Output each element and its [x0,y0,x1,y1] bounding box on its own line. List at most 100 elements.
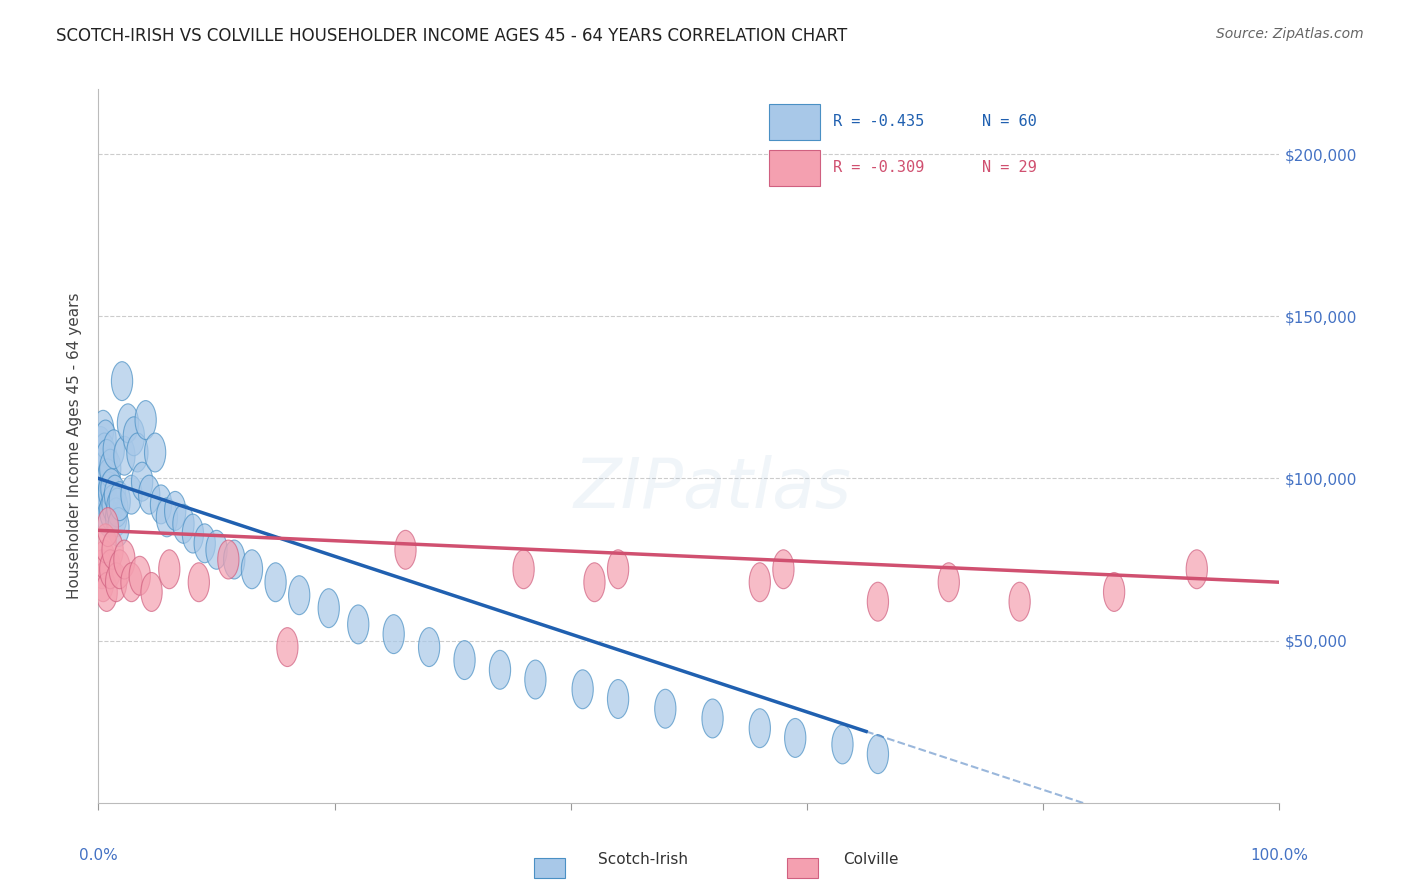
Ellipse shape [101,468,122,508]
Ellipse shape [93,452,114,491]
Ellipse shape [97,508,118,547]
Ellipse shape [100,450,121,488]
Ellipse shape [96,440,117,478]
Ellipse shape [868,582,889,621]
Ellipse shape [264,563,287,602]
Ellipse shape [224,540,245,579]
Ellipse shape [288,575,309,615]
Ellipse shape [114,540,135,579]
Ellipse shape [94,475,115,514]
Ellipse shape [419,628,440,666]
Ellipse shape [105,498,127,537]
Ellipse shape [173,504,194,543]
Ellipse shape [655,690,676,728]
Ellipse shape [165,491,186,531]
Ellipse shape [94,420,117,459]
Ellipse shape [107,488,128,527]
Text: R = -0.309: R = -0.309 [834,160,925,175]
Text: ZIPatlas: ZIPatlas [574,455,852,523]
Ellipse shape [159,549,180,589]
Ellipse shape [607,680,628,718]
Text: R = -0.435: R = -0.435 [834,114,925,128]
Ellipse shape [139,475,160,514]
Text: 100.0%: 100.0% [1250,848,1309,863]
Ellipse shape [91,549,112,589]
Ellipse shape [607,549,628,589]
Ellipse shape [129,557,150,595]
Ellipse shape [702,699,723,738]
Ellipse shape [1187,549,1208,589]
Text: SCOTCH-IRISH VS COLVILLE HOUSEHOLDER INCOME AGES 45 - 64 YEARS CORRELATION CHART: SCOTCH-IRISH VS COLVILLE HOUSEHOLDER INC… [56,27,848,45]
Ellipse shape [135,401,156,440]
Ellipse shape [132,462,153,501]
Ellipse shape [489,650,510,690]
Ellipse shape [156,498,177,537]
Ellipse shape [108,508,129,547]
Y-axis label: Householder Income Ages 45 - 64 years: Householder Income Ages 45 - 64 years [67,293,83,599]
Ellipse shape [93,410,114,450]
Ellipse shape [524,660,546,699]
Ellipse shape [100,549,121,589]
Ellipse shape [103,531,124,569]
FancyBboxPatch shape [769,104,820,140]
Ellipse shape [395,531,416,569]
Ellipse shape [94,462,117,501]
Ellipse shape [96,482,117,521]
Ellipse shape [94,433,115,472]
Ellipse shape [96,573,117,611]
Ellipse shape [100,491,121,531]
Ellipse shape [382,615,405,654]
Ellipse shape [583,563,605,602]
Ellipse shape [97,498,118,537]
Ellipse shape [868,735,889,773]
Ellipse shape [183,514,204,553]
Ellipse shape [572,670,593,709]
Ellipse shape [93,563,114,602]
Ellipse shape [218,540,239,579]
Ellipse shape [90,426,111,466]
Ellipse shape [91,466,112,504]
Text: N = 60: N = 60 [981,114,1036,128]
Ellipse shape [785,718,806,757]
Ellipse shape [127,433,148,472]
Ellipse shape [121,475,142,514]
Ellipse shape [188,563,209,602]
Ellipse shape [513,549,534,589]
Ellipse shape [749,563,770,602]
Ellipse shape [104,475,125,514]
FancyBboxPatch shape [769,150,820,186]
Ellipse shape [98,472,120,511]
Ellipse shape [94,540,115,579]
Text: Scotch-Irish: Scotch-Irish [598,852,688,867]
Ellipse shape [121,563,142,602]
Ellipse shape [141,573,162,611]
Text: Colville: Colville [844,852,898,867]
Ellipse shape [97,459,118,498]
Ellipse shape [110,549,131,589]
Ellipse shape [91,442,112,482]
Ellipse shape [938,563,959,602]
Text: N = 29: N = 29 [981,160,1036,175]
Ellipse shape [145,433,166,472]
Ellipse shape [277,628,298,666]
Ellipse shape [117,404,139,442]
Ellipse shape [194,524,215,563]
Ellipse shape [347,605,368,644]
Ellipse shape [1104,573,1125,611]
Text: 0.0%: 0.0% [79,848,118,863]
Ellipse shape [205,531,228,569]
Ellipse shape [111,361,132,401]
Ellipse shape [94,524,117,563]
Ellipse shape [318,589,339,628]
Ellipse shape [1010,582,1031,621]
Text: Source: ZipAtlas.com: Source: ZipAtlas.com [1216,27,1364,41]
Ellipse shape [103,485,124,524]
Ellipse shape [454,640,475,680]
Ellipse shape [150,485,172,524]
Ellipse shape [242,549,263,589]
Ellipse shape [114,436,135,475]
Ellipse shape [832,725,853,764]
Ellipse shape [124,417,145,456]
Ellipse shape [110,482,131,521]
Ellipse shape [773,549,794,589]
